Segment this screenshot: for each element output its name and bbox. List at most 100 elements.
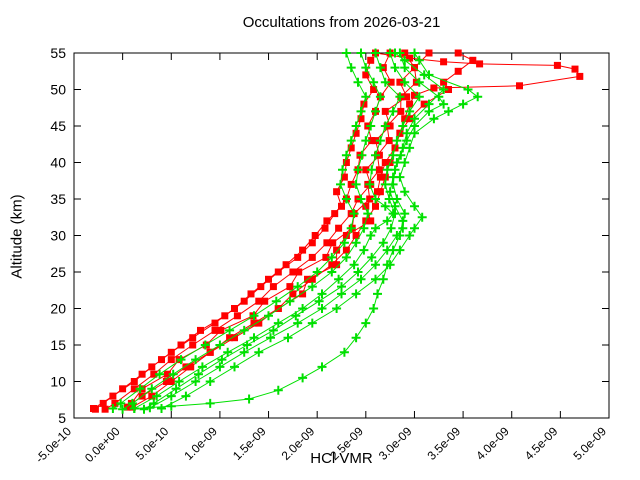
green-plus-marker [365, 179, 375, 189]
green-plus-marker [424, 99, 434, 109]
red-square-marker [274, 305, 282, 312]
red-square-marker [231, 334, 238, 342]
green-plus-marker [439, 99, 449, 109]
green-plus-marker [371, 194, 380, 204]
green-plus-marker [157, 404, 166, 413]
green-plus-marker [473, 92, 483, 102]
red-square-marker [130, 378, 138, 385]
red-square-marker [294, 253, 302, 261]
green-plus-marker [410, 114, 419, 124]
green-plus-marker [371, 260, 380, 270]
green-plus-marker [361, 318, 371, 328]
red-square-marker [101, 405, 109, 413]
red-square-marker [368, 137, 376, 145]
red-square-marker [328, 261, 336, 269]
red-square-marker [352, 232, 360, 239]
red-square-marker [255, 297, 263, 305]
red-square-marker [571, 65, 579, 73]
red-square-marker [342, 246, 350, 254]
red-square-marker [342, 232, 350, 239]
green-plus-marker [285, 296, 295, 306]
green-plus-marker [298, 304, 308, 313]
green-plus-marker [392, 136, 402, 146]
green-plus-marker [398, 216, 408, 226]
red-square-marker [240, 297, 248, 305]
green-plus-marker [380, 179, 390, 189]
red-square-marker [299, 290, 307, 298]
red-squares-series-line [93, 60, 375, 409]
green-plus-marker [341, 48, 351, 58]
red-square-marker [189, 334, 197, 342]
green-plus-marker [273, 385, 283, 395]
red-square-marker [425, 49, 433, 57]
red-square-marker [119, 385, 127, 393]
red-square-marker [403, 93, 411, 101]
red-square-marker [376, 173, 384, 181]
y-tick-label: 35 [50, 191, 66, 207]
green-plus-marker [351, 289, 361, 299]
green-plus-marker [380, 77, 390, 87]
red-square-marker [396, 78, 404, 86]
red-square-marker [372, 137, 379, 145]
green-plus-marker [371, 48, 380, 58]
green-plus-marker [317, 304, 327, 313]
green-plus-marker [307, 282, 317, 292]
green-plus-marker [129, 404, 139, 413]
green-plus-marker [341, 252, 351, 262]
green-plus-marker [327, 267, 337, 277]
green-plus-marker [307, 318, 317, 328]
green-plus-marker [194, 369, 203, 379]
green-plus-marker [382, 216, 392, 226]
red-square-marker [445, 86, 452, 93]
red-square-marker [99, 399, 107, 407]
green-plus-marker [367, 252, 377, 262]
red-square-marker [148, 392, 156, 400]
y-tick-label: 10 [50, 374, 66, 390]
y-tick-label: 25 [50, 264, 66, 280]
red-square-marker [124, 403, 131, 411]
red-square-marker [367, 56, 375, 64]
y-tick-label: 55 [50, 45, 66, 61]
green-plus-marker [380, 121, 390, 131]
green-plus-marker [108, 404, 118, 413]
green-plus-marker [392, 158, 402, 167]
red-square-marker [247, 290, 255, 298]
green-plus-marker [166, 401, 176, 411]
green-plus-marker [317, 362, 327, 372]
green-plus-marker [398, 121, 408, 131]
red-square-marker [347, 180, 355, 188]
green-plus-marker [239, 325, 249, 335]
red-square-marker [401, 49, 409, 57]
green-plus-marker [166, 391, 176, 401]
green-plus-marker [356, 194, 366, 204]
green-plus-marker [359, 223, 369, 233]
green-plus-marker [392, 194, 402, 204]
red-square-marker [406, 100, 414, 108]
red-square-marker [476, 60, 484, 68]
green-plus-marker [400, 209, 410, 219]
green-plus-marker [174, 377, 184, 386]
red-square-marker [111, 399, 119, 407]
red-square-marker [261, 297, 269, 305]
red-square-marker [430, 84, 438, 92]
green-plus-marker [369, 304, 379, 313]
red-square-marker [162, 378, 170, 385]
green-plus-marker [398, 143, 408, 153]
red-square-marker [182, 363, 190, 371]
y-tick-label: 50 [50, 82, 66, 98]
red-square-marker [576, 72, 584, 80]
green-plus-marker [339, 238, 349, 248]
green-plus-marker [388, 172, 398, 182]
green-plus-marker [147, 384, 157, 394]
red-square-marker [299, 246, 307, 254]
green-plus-marker [371, 223, 380, 233]
green-plus-marker [298, 373, 308, 383]
red-square-marker [333, 188, 341, 196]
green-plus-marker [458, 99, 468, 109]
red-square-marker [282, 261, 290, 269]
green-plus-marker [382, 165, 392, 175]
green-plus-marker [139, 404, 149, 414]
red-square-marker [440, 78, 448, 86]
green-plus-marker [395, 231, 405, 240]
y-tick-label: 5 [58, 410, 66, 426]
